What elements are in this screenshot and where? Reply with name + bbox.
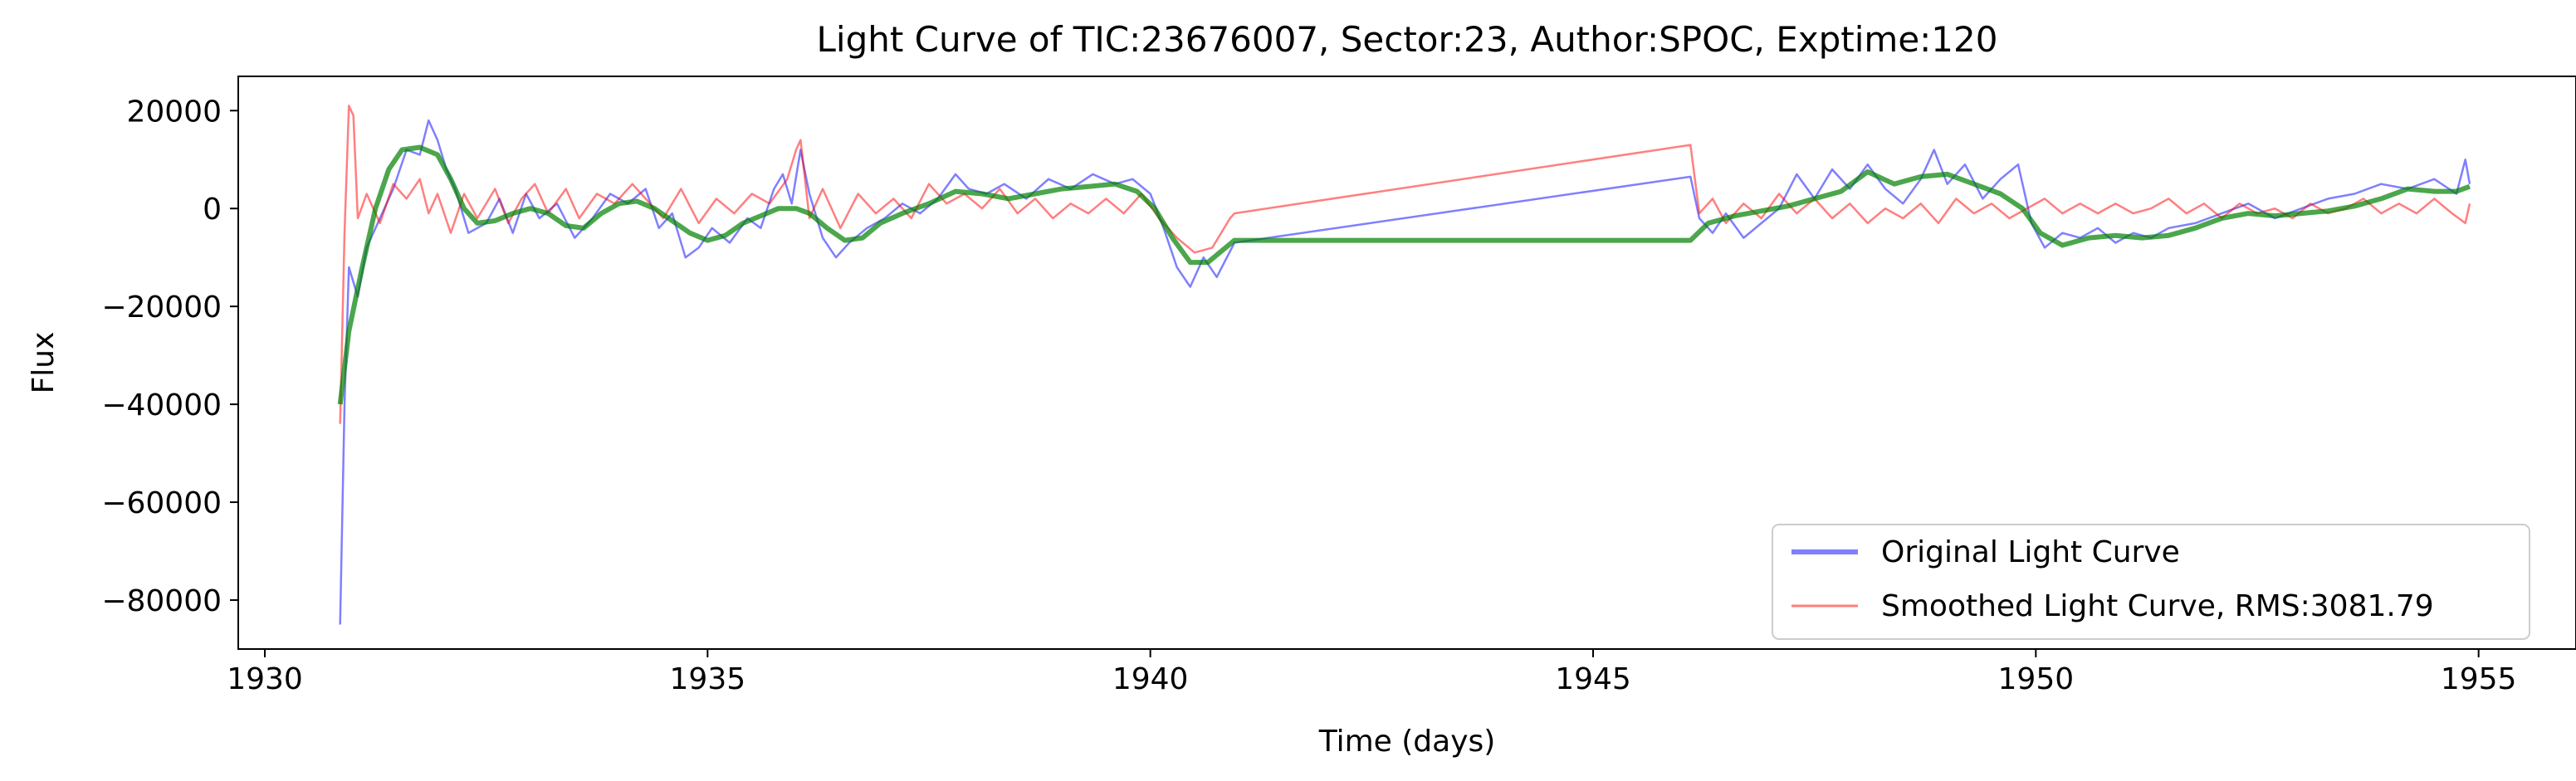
y-tick-label: −20000 <box>101 290 222 325</box>
y-axis: −80000 −60000 −40000 −20000 0 20000 <box>101 95 238 618</box>
y-axis-label: Flux <box>27 332 61 394</box>
legend: Original Light Curve Smoothed Light Curv… <box>1772 524 2530 640</box>
legend-box <box>1772 524 2530 640</box>
x-tick-label: 1930 <box>227 662 303 696</box>
y-tick-label: 20000 <box>126 95 222 129</box>
x-tick-label: 1935 <box>670 662 746 696</box>
series-line-1 <box>339 105 2471 424</box>
plot-area-frame <box>237 76 2576 650</box>
legend-label-original: Original Light Curve <box>1881 535 2180 569</box>
x-tick-label: 1945 <box>1555 662 1631 696</box>
chart-title: Light Curve of TIC:23676007, Sector:23, … <box>817 19 1998 60</box>
y-tick-label: −40000 <box>101 388 222 422</box>
x-axis: 1930 1935 1940 1945 1950 1955 <box>227 649 2516 696</box>
legend-label-smoothed: Smoothed Light Curve, RMS:3081.79 <box>1881 589 2434 623</box>
series-line-0 <box>339 119 2471 625</box>
y-tick-label: −60000 <box>101 486 222 520</box>
x-tick-label: 1940 <box>1112 662 1189 696</box>
x-axis-label: Time (days) <box>1318 725 1496 759</box>
x-tick-label: 1955 <box>2441 662 2517 696</box>
y-tick-label: −80000 <box>101 584 222 618</box>
series-layer <box>337 105 2471 625</box>
y-tick-label: 0 <box>203 193 222 227</box>
x-tick-label: 1950 <box>1998 662 2075 696</box>
series-line-2 <box>337 144 2471 405</box>
